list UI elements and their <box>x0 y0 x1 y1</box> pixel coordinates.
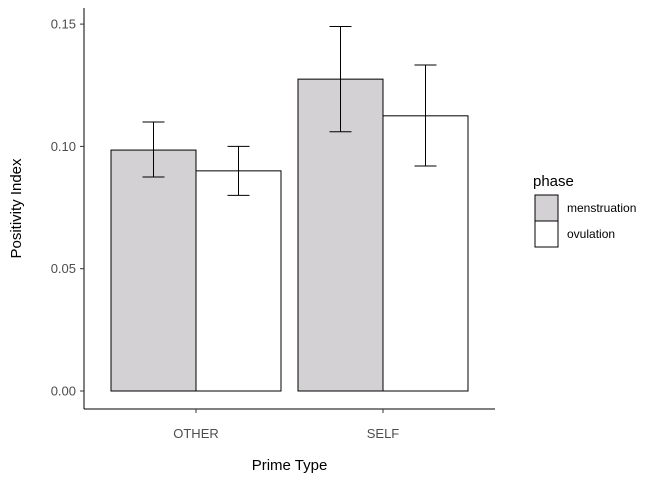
x-tick-label: SELF <box>367 426 400 441</box>
legend-title: phase <box>533 173 574 190</box>
legend-key-menstruation <box>534 194 559 222</box>
bar-ovulation-other <box>195 170 282 392</box>
error-bar-ovulation-other <box>227 145 250 196</box>
legend-label-menstruation: menstruation <box>567 201 636 215</box>
x-axis-ticks: OTHER SELF <box>173 409 399 441</box>
legend: phase menstruation ovulation <box>533 173 636 248</box>
bar-menstruation-other <box>110 149 197 392</box>
bars-layer <box>110 78 469 392</box>
y-tick-label: 0.15 <box>51 17 76 32</box>
y-axis-title: Positivity Index <box>8 158 25 259</box>
error-bar-ovulation-self <box>414 64 437 167</box>
error-bar-menstruation-self <box>329 26 352 133</box>
y-tick-label: 0.05 <box>51 261 76 276</box>
x-tick-label: OTHER <box>173 426 219 441</box>
x-axis-title: Prime Type <box>252 457 328 474</box>
y-tick-label: 0.10 <box>51 139 76 154</box>
legend-item-menstruation: menstruation <box>534 194 636 222</box>
y-axis-ticks: 0.00 0.05 0.10 0.15 <box>51 17 84 399</box>
legend-label-ovulation: ovulation <box>567 227 615 241</box>
legend-key-ovulation <box>534 220 559 248</box>
error-bar-menstruation-other <box>142 121 165 178</box>
y-tick-label: 0.00 <box>51 384 76 399</box>
error-bars-layer <box>142 26 437 196</box>
legend-item-ovulation: ovulation <box>534 220 615 248</box>
